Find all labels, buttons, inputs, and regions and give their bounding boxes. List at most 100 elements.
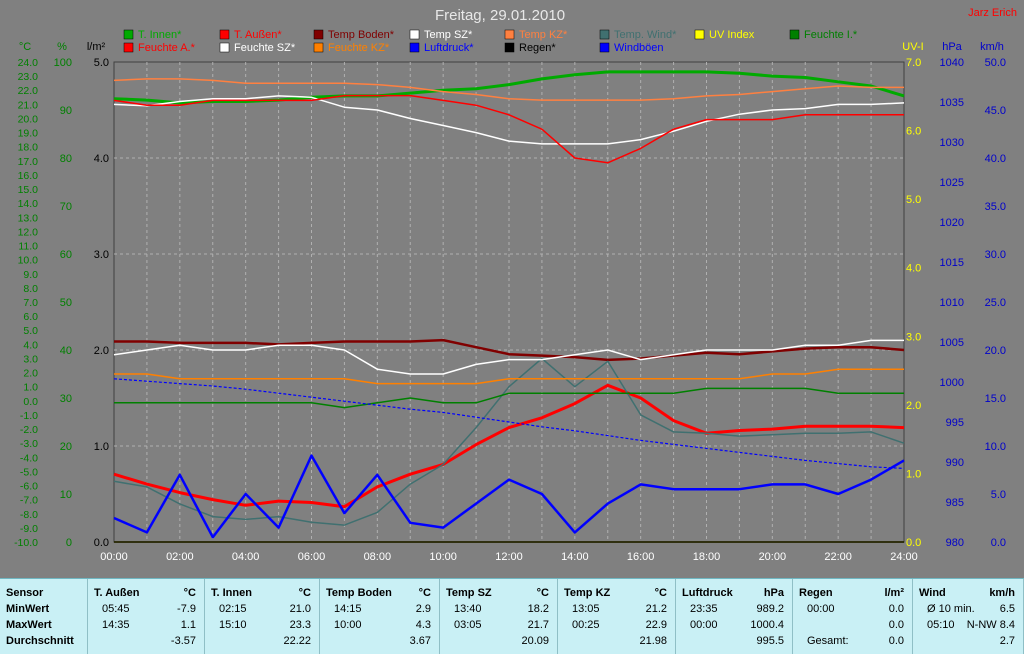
stats-avg-label: Gesamt: bbox=[807, 635, 849, 647]
tick-wind: 35.0 bbox=[985, 201, 1006, 213]
tick-x: 00:00 bbox=[100, 551, 128, 563]
stats-avg-value: 995.5 bbox=[756, 635, 784, 647]
stats-min-value: 2.9 bbox=[415, 603, 431, 615]
stats-avg-value: 21.98 bbox=[639, 635, 667, 647]
tick-wind: 50.0 bbox=[985, 57, 1006, 69]
stats-unit: °C bbox=[536, 587, 549, 599]
tick-wind: 45.0 bbox=[985, 105, 1006, 117]
axis-unit-wind: km/h bbox=[980, 41, 1004, 53]
stats-sensor-name: Wind bbox=[919, 587, 946, 599]
tick-temp: -5.0 bbox=[20, 466, 38, 478]
tick-pressure: 995 bbox=[946, 417, 964, 429]
tick-pressure: 985 bbox=[946, 497, 964, 509]
tick-pressure: 1020 bbox=[940, 217, 964, 229]
tick-temp: -7.0 bbox=[20, 495, 38, 507]
stats-max-value: 1.1 bbox=[180, 619, 196, 631]
tick-temp: 2.0 bbox=[23, 368, 38, 380]
tick-rain: 4.0 bbox=[94, 153, 109, 165]
legend-swatch bbox=[219, 29, 230, 40]
stats-sensor-name: T. Außen bbox=[94, 587, 140, 599]
legend-label: Feuchte A.* bbox=[138, 42, 196, 54]
tick-uv: 5.0 bbox=[906, 194, 921, 206]
tick-pressure: 1005 bbox=[940, 337, 964, 349]
legend-swatch bbox=[313, 29, 324, 40]
tick-x: 02:00 bbox=[166, 551, 194, 563]
stats-avg-value: 20.09 bbox=[521, 635, 549, 647]
tick-temp: -3.0 bbox=[20, 438, 38, 450]
tick-x: 04:00 bbox=[232, 551, 260, 563]
stats-max-time: 10:00 bbox=[334, 619, 362, 631]
stats-unit: °C bbox=[418, 587, 431, 599]
stats-max-time: 03:05 bbox=[454, 619, 482, 631]
axis-unit-pressure: hPa bbox=[942, 41, 962, 53]
legend: T. Innen* T. Außen* Temp Boden* Temp SZ* Tem… bbox=[123, 29, 858, 54]
legend-swatch bbox=[694, 29, 705, 40]
stats-column: Luftdruck hPa 23:35 989.2 00:00 1000.4 995.5 bbox=[676, 579, 793, 654]
series-line bbox=[113, 70, 905, 105]
tick-uv: 0.0 bbox=[906, 537, 921, 549]
stats-min-time: Ø 10 min. bbox=[927, 603, 975, 615]
legend-label: Temp KZ* bbox=[519, 29, 568, 41]
tick-rain: 2.0 bbox=[94, 345, 109, 357]
tick-wind: 40.0 bbox=[985, 153, 1006, 165]
tick-temp: 5.0 bbox=[23, 325, 38, 337]
stats-min-time: 14:15 bbox=[334, 603, 362, 615]
tick-uv: 4.0 bbox=[906, 263, 921, 275]
axis-unit-labels: °C% l/m² UV-I hPa km/h bbox=[19, 41, 1004, 53]
tick-uv: 6.0 bbox=[906, 126, 921, 138]
legend-label: Feuchte KZ* bbox=[328, 42, 390, 54]
axis-ticks: 24.0 23.0 22.0 21.0 20.0 19.0 18.0 17.0 16.0 15.0… bbox=[14, 57, 1006, 563]
tick-temp: 23.0 bbox=[18, 71, 39, 83]
tick-temp: 24.0 bbox=[18, 57, 39, 69]
stats-column: Wind km/h Ø 10 min. 6.5 05:10 N-NW 8.4 2.7 bbox=[913, 579, 1024, 654]
weather-chart: Freitag, 29.01.2010 Jarz Erich T. Innen*… bbox=[14, 7, 1017, 563]
tick-x: 08:00 bbox=[364, 551, 392, 563]
tick-x: 12:00 bbox=[495, 551, 523, 563]
stats-max-time: 00:25 bbox=[572, 619, 600, 631]
legend-label: Temp Boden* bbox=[328, 29, 395, 41]
stats-max-value: 4.3 bbox=[415, 619, 431, 631]
series-line bbox=[113, 378, 905, 469]
legend-swatch bbox=[123, 42, 134, 53]
tick-pressure: 990 bbox=[946, 457, 964, 469]
tick-pressure: 1000 bbox=[940, 377, 964, 389]
stats-column: T. Innen °C 02:15 21.0 15:10 23.3 22.22 bbox=[205, 579, 320, 654]
stats-row-labels: Sensor MinWert MaxWert Durchschnitt bbox=[0, 579, 88, 654]
stats-min-time: 00:00 bbox=[807, 603, 835, 615]
legend-label: Windböen bbox=[614, 42, 664, 54]
statistics-table: Sensor MinWert MaxWert Durchschnitt T. A… bbox=[0, 578, 1024, 654]
tick-wind: 30.0 bbox=[985, 249, 1006, 261]
tick-wind: 25.0 bbox=[985, 297, 1006, 309]
tick-x: 10:00 bbox=[429, 551, 457, 563]
tick-x: 20:00 bbox=[759, 551, 787, 563]
stats-max-time: 15:10 bbox=[219, 619, 247, 631]
tick-temp: -6.0 bbox=[20, 481, 38, 493]
tick-temp: -1.0 bbox=[20, 410, 38, 422]
axis-unit-uv: UV-I bbox=[902, 41, 923, 53]
stats-column: Temp SZ °C 13:40 18.2 03:05 21.7 20.09 bbox=[440, 579, 558, 654]
stats-avg-value: 3.67 bbox=[409, 635, 431, 647]
tick-uv: 1.0 bbox=[906, 468, 921, 480]
tick-rain: 3.0 bbox=[94, 249, 109, 261]
legend-swatch bbox=[123, 29, 134, 40]
stats-sensor-name: Temp Boden bbox=[326, 587, 392, 599]
tick-temp: 11.0 bbox=[18, 241, 38, 253]
legend-swatch bbox=[409, 29, 420, 40]
stats-column: Temp Boden °C 14:15 2.9 10:00 4.3 3.67 bbox=[320, 579, 440, 654]
tick-temp: 15.0 bbox=[18, 184, 39, 196]
tick-temp: 20.0 bbox=[18, 113, 39, 125]
tick-x: 22:00 bbox=[824, 551, 852, 563]
stats-max-time: 14:35 bbox=[102, 619, 130, 631]
tick-temp: 8.0 bbox=[23, 283, 38, 295]
legend-label: T. Innen* bbox=[138, 29, 182, 41]
stats-label-avg: Durchschnitt bbox=[6, 635, 74, 647]
tick-uv: 7.0 bbox=[906, 57, 921, 69]
tick-x: 16:00 bbox=[627, 551, 655, 563]
tick-temp: 4.0 bbox=[23, 339, 38, 351]
tick-x: 06:00 bbox=[298, 551, 326, 563]
tick-humidity: 60 bbox=[60, 249, 72, 261]
tick-uv: 2.0 bbox=[906, 400, 921, 412]
stats-label-min: MinWert bbox=[6, 603, 50, 615]
tick-rain: 5.0 bbox=[94, 57, 109, 69]
series-line bbox=[114, 368, 904, 385]
